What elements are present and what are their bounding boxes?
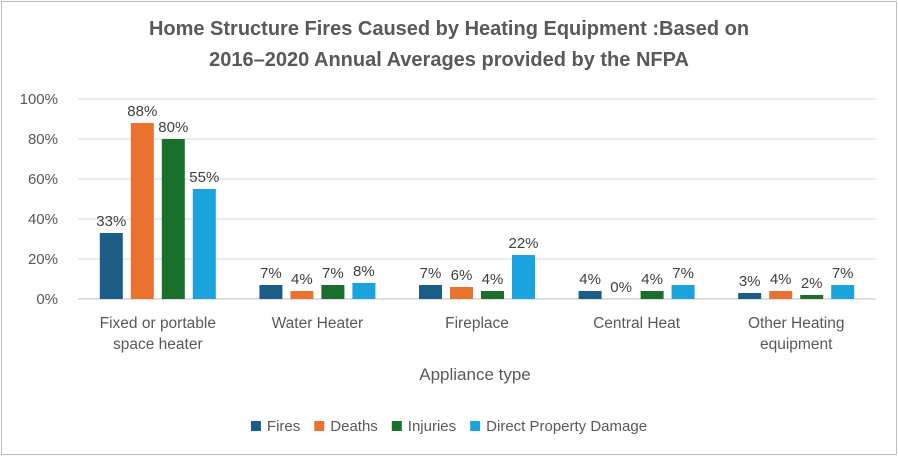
x-category-label: Central Heat — [593, 315, 681, 332]
data-labels: 33% 88%80% 55% 7% 4% 7% 8% 7% 6% 4% 22% 4% 0% 4% 7% 3% 4… — [96, 103, 853, 296]
data-label: 7% — [260, 265, 282, 282]
bar — [671, 285, 695, 299]
data-label: 4% — [770, 271, 792, 288]
bar — [640, 291, 664, 299]
data-label: 8% — [353, 263, 375, 280]
x-category-label: Other Heating — [748, 315, 845, 332]
data-label: 80% — [158, 119, 188, 136]
y-tick-label: 80% — [28, 131, 58, 148]
legend-label: Direct Property Damage — [486, 418, 647, 435]
legend: Fires Deaths Injuries Direct Property Damag… — [250, 418, 647, 435]
legend-swatch — [470, 421, 481, 431]
chart-title-line2: 2016–2020 Annual Averages provided by th… — [209, 49, 689, 71]
bar — [800, 295, 824, 299]
bar — [161, 139, 185, 299]
bar — [769, 291, 793, 299]
bar — [130, 123, 154, 299]
y-tick-label: 60% — [28, 171, 58, 188]
bar — [450, 287, 473, 299]
x-axis-title: Appliance type — [419, 365, 531, 384]
bar — [738, 293, 762, 299]
bar — [831, 285, 855, 299]
data-label: 22% — [508, 235, 538, 252]
legend-label: Deaths — [330, 418, 378, 435]
x-category-label: Fixed or portable — [100, 315, 216, 332]
bars — [99, 123, 855, 299]
x-category-label: Fireplace — [445, 315, 509, 332]
bar — [321, 285, 345, 299]
data-label: 33% — [96, 213, 126, 230]
data-label: 7% — [420, 265, 442, 282]
data-label: 4% — [482, 271, 504, 288]
legend-swatch — [391, 421, 402, 431]
bar — [290, 291, 314, 299]
x-category-label: equipment — [760, 336, 833, 353]
x-category-label: Water Heater — [272, 315, 364, 332]
chart-title: Home Structure Fires Caused by Heating E… — [0, 14, 898, 76]
y-tick-label: 0% — [36, 291, 58, 308]
bar — [481, 291, 504, 299]
data-label: 2% — [801, 275, 823, 292]
bar — [99, 233, 123, 299]
data-label: 6% — [451, 267, 473, 284]
data-label: 7% — [832, 265, 854, 282]
data-label: 7% — [672, 265, 694, 282]
y-tick-label: 20% — [28, 251, 58, 268]
legend-label: Injuries — [408, 418, 456, 435]
chart-title-line1: Home Structure Fires Caused by Heating E… — [148, 18, 750, 40]
bar — [352, 283, 376, 299]
data-label: 4% — [641, 271, 663, 288]
bar — [259, 285, 283, 299]
data-label: 3% — [739, 273, 761, 290]
legend-label: Fires — [267, 418, 300, 435]
y-tick-label: 40% — [28, 211, 58, 228]
data-label: 4% — [579, 271, 601, 288]
bar — [512, 255, 535, 299]
legend-swatch — [314, 421, 325, 431]
bar — [578, 291, 602, 299]
data-label: 0% — [610, 279, 632, 296]
bar — [192, 189, 216, 299]
x-category-label: space heater — [113, 336, 203, 353]
y-axis-ticks: 0% 20% 40% 60% 80% 100% — [20, 91, 58, 308]
x-axis-categories: Fixed or portable space heater Water Heate… — [100, 315, 845, 353]
data-label: 7% — [322, 265, 344, 282]
data-label: 4% — [291, 271, 313, 288]
legend-swatch — [250, 421, 261, 431]
data-label: 55% — [189, 169, 219, 186]
data-label: 88% — [127, 103, 157, 120]
bar — [419, 285, 442, 299]
y-tick-label: 100% — [20, 91, 58, 108]
